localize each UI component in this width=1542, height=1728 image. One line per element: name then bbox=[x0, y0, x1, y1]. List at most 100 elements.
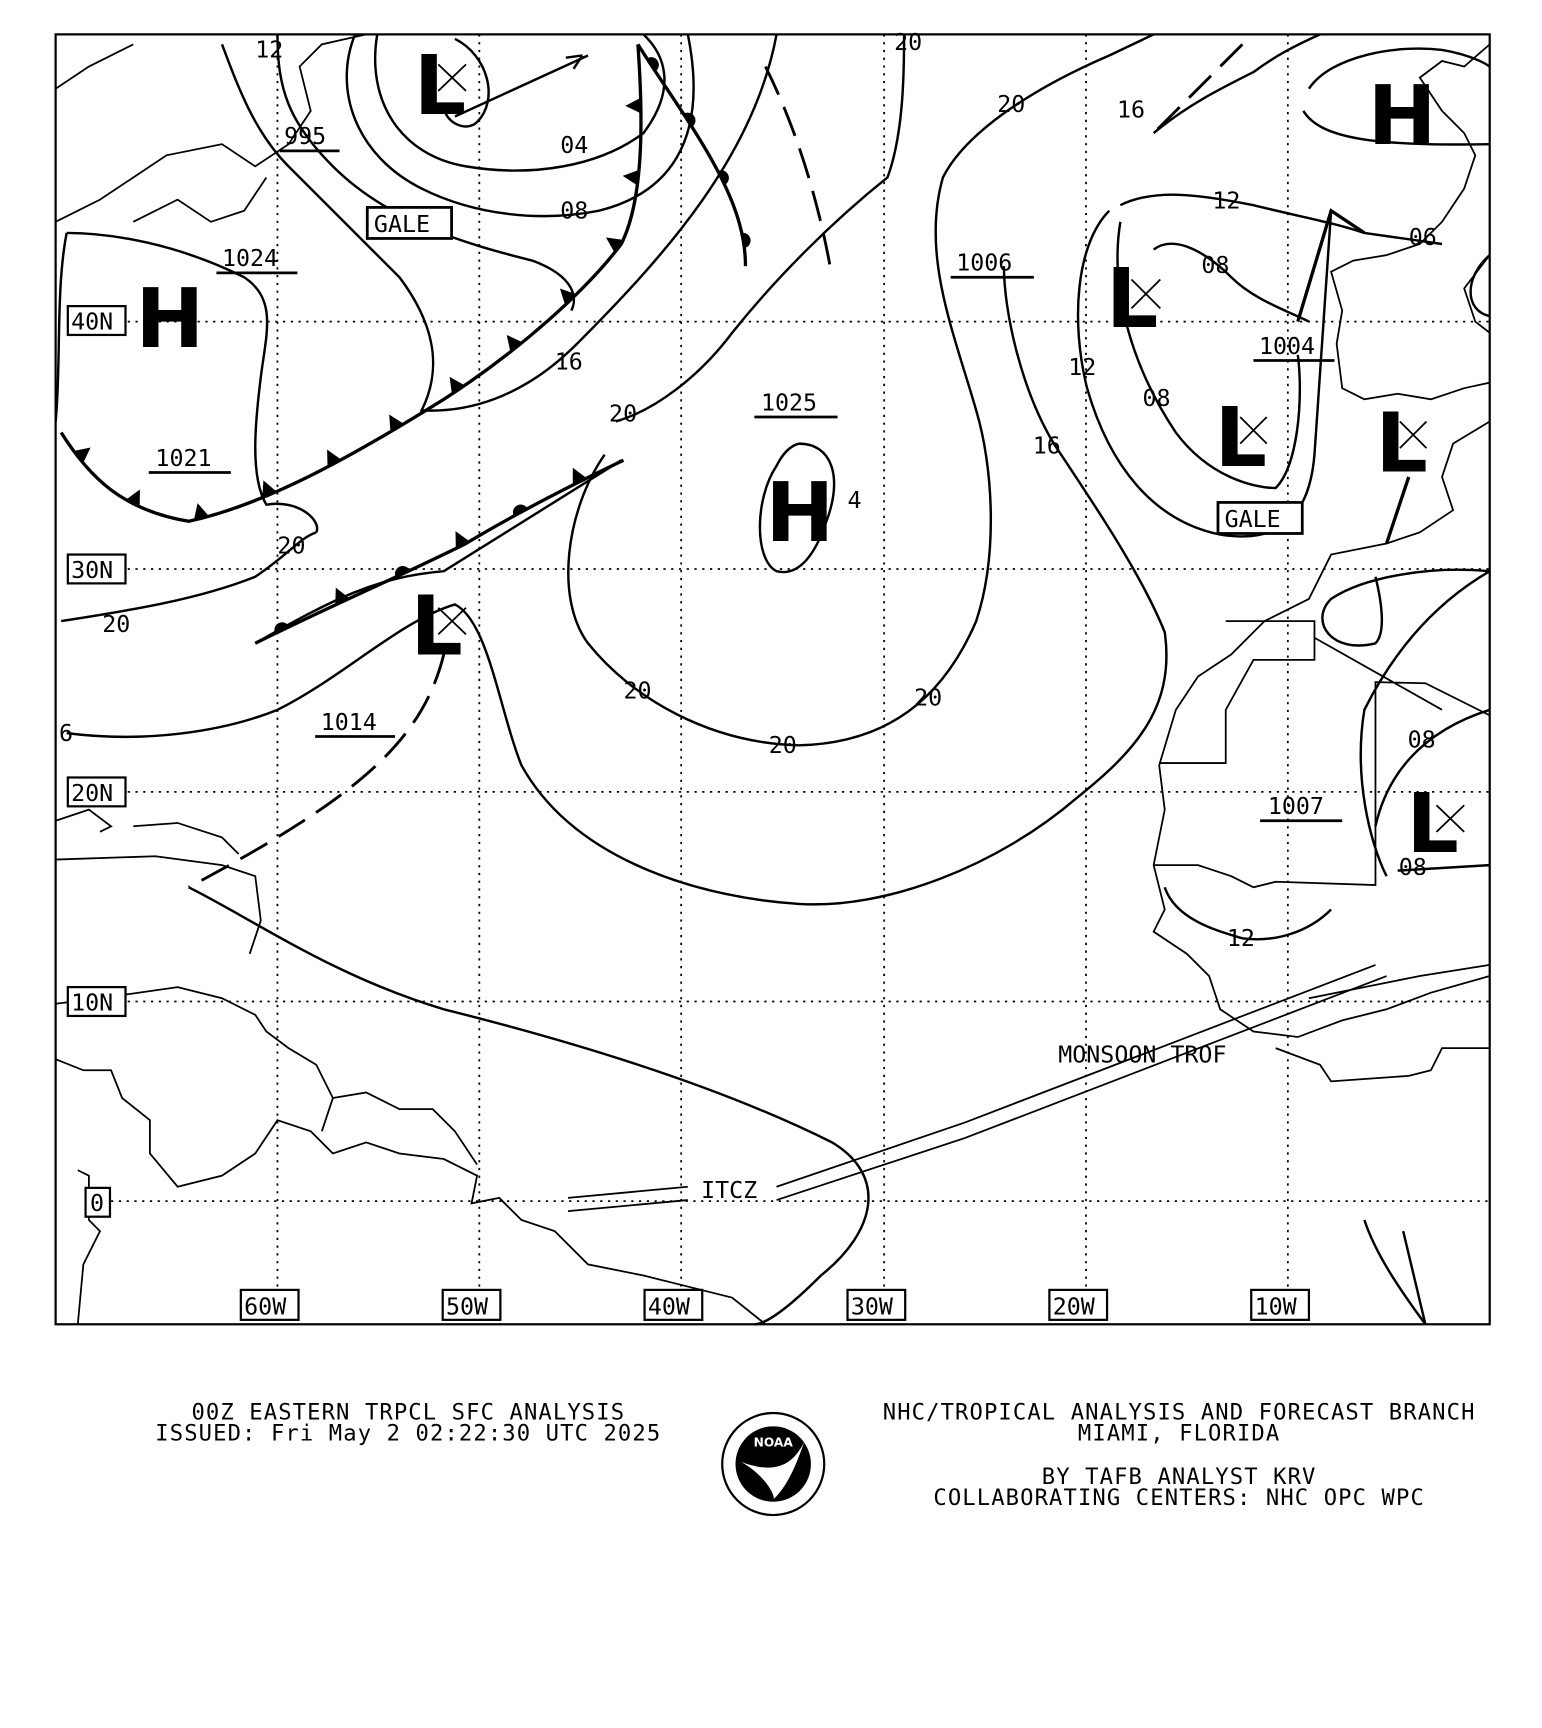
cold-front-triangle bbox=[506, 334, 523, 352]
isobar-labels: 12 04 08 16 20 20 20 6 20 20 20 16 12 08… bbox=[59, 29, 1437, 952]
warm-front-semicircle bbox=[274, 622, 290, 634]
svg-text:16: 16 bbox=[1033, 433, 1061, 460]
svg-text:60W: 60W bbox=[244, 1293, 287, 1320]
central-pressure-labels: 1024 995 1006 1004 1025 1014 1021 1007 bbox=[155, 123, 1324, 820]
high-center: H bbox=[765, 466, 834, 561]
svg-text:08: 08 bbox=[560, 197, 588, 224]
trough bbox=[188, 654, 446, 889]
front-markers bbox=[73, 57, 751, 634]
warm-front-semicircle bbox=[741, 232, 751, 249]
fronts bbox=[59, 43, 1411, 1213]
low-center: L bbox=[1215, 391, 1267, 486]
cold-front-triangle bbox=[335, 587, 350, 605]
svg-text:1025: 1025 bbox=[761, 389, 817, 416]
center-x-marks bbox=[437, 63, 1465, 833]
analyst: BY TAFB ANALYST KRV bbox=[1042, 1464, 1317, 1490]
graticule bbox=[111, 34, 1490, 1287]
itcz-label: ITCZ bbox=[701, 1177, 757, 1204]
cold-front-triangle bbox=[327, 449, 342, 467]
high-center: H bbox=[135, 272, 204, 367]
svg-text:1014: 1014 bbox=[321, 709, 377, 736]
svg-text:20: 20 bbox=[277, 532, 305, 559]
low-center: L bbox=[1407, 777, 1459, 872]
cold-front-triangle bbox=[559, 288, 577, 306]
coastlines bbox=[55, 33, 1491, 1325]
svg-text:12: 12 bbox=[1068, 354, 1096, 381]
low-center: L bbox=[1375, 396, 1427, 491]
svg-text:40N: 40N bbox=[71, 308, 113, 335]
product-title: 00Z EASTERN TRPCL SFC ANALYSIS bbox=[191, 1400, 625, 1426]
trough bbox=[764, 65, 834, 278]
svg-text:1024: 1024 bbox=[222, 245, 278, 272]
svg-text:20N: 20N bbox=[71, 780, 113, 807]
svg-text:30W: 30W bbox=[851, 1293, 894, 1320]
svg-text:08: 08 bbox=[1408, 727, 1436, 754]
cold-front-triangle bbox=[125, 489, 140, 507]
itcz-band bbox=[567, 964, 1387, 1213]
svg-text:08: 08 bbox=[1399, 854, 1427, 881]
low-center: L bbox=[1106, 252, 1158, 347]
svg-text:08: 08 bbox=[1143, 385, 1171, 412]
trough bbox=[1296, 208, 1411, 544]
cold-front-triangle bbox=[572, 467, 587, 486]
gale-warning-label: GALE bbox=[1225, 506, 1281, 533]
footer: 00Z EASTERN TRPCL SFC ANALYSIS ISSUED: F… bbox=[155, 1400, 1476, 1517]
svg-text:04: 04 bbox=[560, 132, 588, 159]
collaborating-centers: COLLABORATING CENTERS: NHC OPC WPC bbox=[933, 1485, 1425, 1511]
cold-front-triangle bbox=[625, 97, 641, 114]
cold-front bbox=[59, 44, 643, 523]
svg-text:50W: 50W bbox=[446, 1293, 489, 1320]
longitude-labels: 60W 50W 40W 30W 20W 10W bbox=[239, 1288, 1311, 1321]
warm-front-semicircle bbox=[717, 170, 729, 185]
svg-text:1021: 1021 bbox=[155, 445, 211, 472]
latitude-labels: 40N 30N 20N 10N 0 bbox=[66, 305, 127, 1218]
svg-text:16: 16 bbox=[1117, 97, 1145, 124]
low-center: L bbox=[411, 579, 463, 674]
cold-front-triangle bbox=[622, 169, 640, 186]
organization: NHC/TROPICAL ANALYSIS AND FORECAST BRANC… bbox=[883, 1400, 1476, 1426]
trough bbox=[1152, 43, 1244, 135]
warm-front-semicircle bbox=[683, 112, 696, 127]
svg-text:1007: 1007 bbox=[1268, 793, 1324, 820]
cold-front-triangle bbox=[193, 503, 209, 521]
central-pressure-underlines bbox=[148, 149, 1343, 823]
svg-text:20W: 20W bbox=[1053, 1293, 1096, 1320]
pressure-centers: H L H L L L H L L 1024 995 1006 1004 102… bbox=[135, 39, 1465, 872]
stationary-front bbox=[254, 458, 625, 645]
gale-warning-label: GALE bbox=[374, 211, 430, 238]
svg-text:12: 12 bbox=[1212, 188, 1240, 215]
warm-front-semicircle bbox=[512, 504, 528, 517]
svg-text:20: 20 bbox=[997, 91, 1025, 118]
annotations: GALE GALE ITCZ MONSOON TROF bbox=[365, 206, 1304, 1204]
svg-text:12: 12 bbox=[255, 37, 283, 64]
svg-text:1004: 1004 bbox=[1259, 333, 1315, 360]
svg-text:20: 20 bbox=[894, 29, 922, 56]
svg-text:6: 6 bbox=[59, 720, 73, 747]
svg-text:10N: 10N bbox=[71, 989, 113, 1016]
svg-text:NOAA: NOAA bbox=[754, 1435, 794, 1449]
svg-text:995: 995 bbox=[284, 123, 326, 150]
warm-front-semicircle bbox=[646, 57, 659, 72]
cold-front-triangle bbox=[73, 447, 91, 464]
svg-text:1006: 1006 bbox=[956, 250, 1012, 277]
svg-text:4: 4 bbox=[848, 487, 862, 514]
noaa-logo: NOAA bbox=[721, 1411, 826, 1517]
high-center: H bbox=[1368, 69, 1437, 164]
svg-text:20: 20 bbox=[623, 678, 651, 705]
svg-text:08: 08 bbox=[1201, 252, 1229, 279]
svg-text:10W: 10W bbox=[1255, 1293, 1298, 1320]
svg-text:16: 16 bbox=[555, 348, 583, 375]
cold-front-triangle bbox=[455, 531, 470, 549]
cold-front-triangle bbox=[606, 237, 624, 253]
location: MIAMI, FLORIDA bbox=[1078, 1421, 1280, 1447]
map-area: H L H L L L H L L 1024 995 1006 1004 102… bbox=[54, 29, 1491, 1326]
svg-text:06: 06 bbox=[1409, 224, 1437, 251]
svg-text:12: 12 bbox=[1227, 925, 1255, 952]
cold-front-triangle bbox=[389, 414, 404, 432]
svg-text:40W: 40W bbox=[648, 1293, 691, 1320]
svg-text:20: 20 bbox=[914, 684, 942, 711]
cold-front-triangle bbox=[262, 480, 277, 498]
monsoon-trough-label: MONSOON TROF bbox=[1058, 1042, 1226, 1069]
svg-text:20: 20 bbox=[609, 400, 637, 427]
